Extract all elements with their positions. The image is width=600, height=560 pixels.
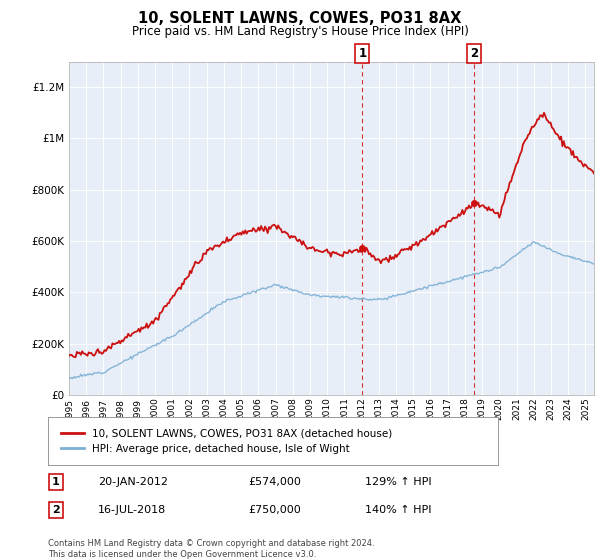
Text: £574,000: £574,000	[248, 477, 302, 487]
Legend: 10, SOLENT LAWNS, COWES, PO31 8AX (detached house), HPI: Average price, detached: 10, SOLENT LAWNS, COWES, PO31 8AX (detac…	[58, 425, 395, 457]
Text: 1: 1	[52, 477, 60, 487]
Text: 129% ↑ HPI: 129% ↑ HPI	[365, 477, 431, 487]
Text: 2: 2	[52, 505, 60, 515]
Text: £750,000: £750,000	[248, 505, 301, 515]
Text: 140% ↑ HPI: 140% ↑ HPI	[365, 505, 431, 515]
Text: 20-JAN-2012: 20-JAN-2012	[98, 477, 168, 487]
Text: Price paid vs. HM Land Registry's House Price Index (HPI): Price paid vs. HM Land Registry's House …	[131, 25, 469, 38]
Text: 1: 1	[358, 47, 367, 60]
Text: Contains HM Land Registry data © Crown copyright and database right 2024.
This d: Contains HM Land Registry data © Crown c…	[48, 539, 374, 559]
Text: 10, SOLENT LAWNS, COWES, PO31 8AX: 10, SOLENT LAWNS, COWES, PO31 8AX	[139, 11, 461, 26]
Text: 16-JUL-2018: 16-JUL-2018	[98, 505, 166, 515]
Text: 2: 2	[470, 47, 478, 60]
